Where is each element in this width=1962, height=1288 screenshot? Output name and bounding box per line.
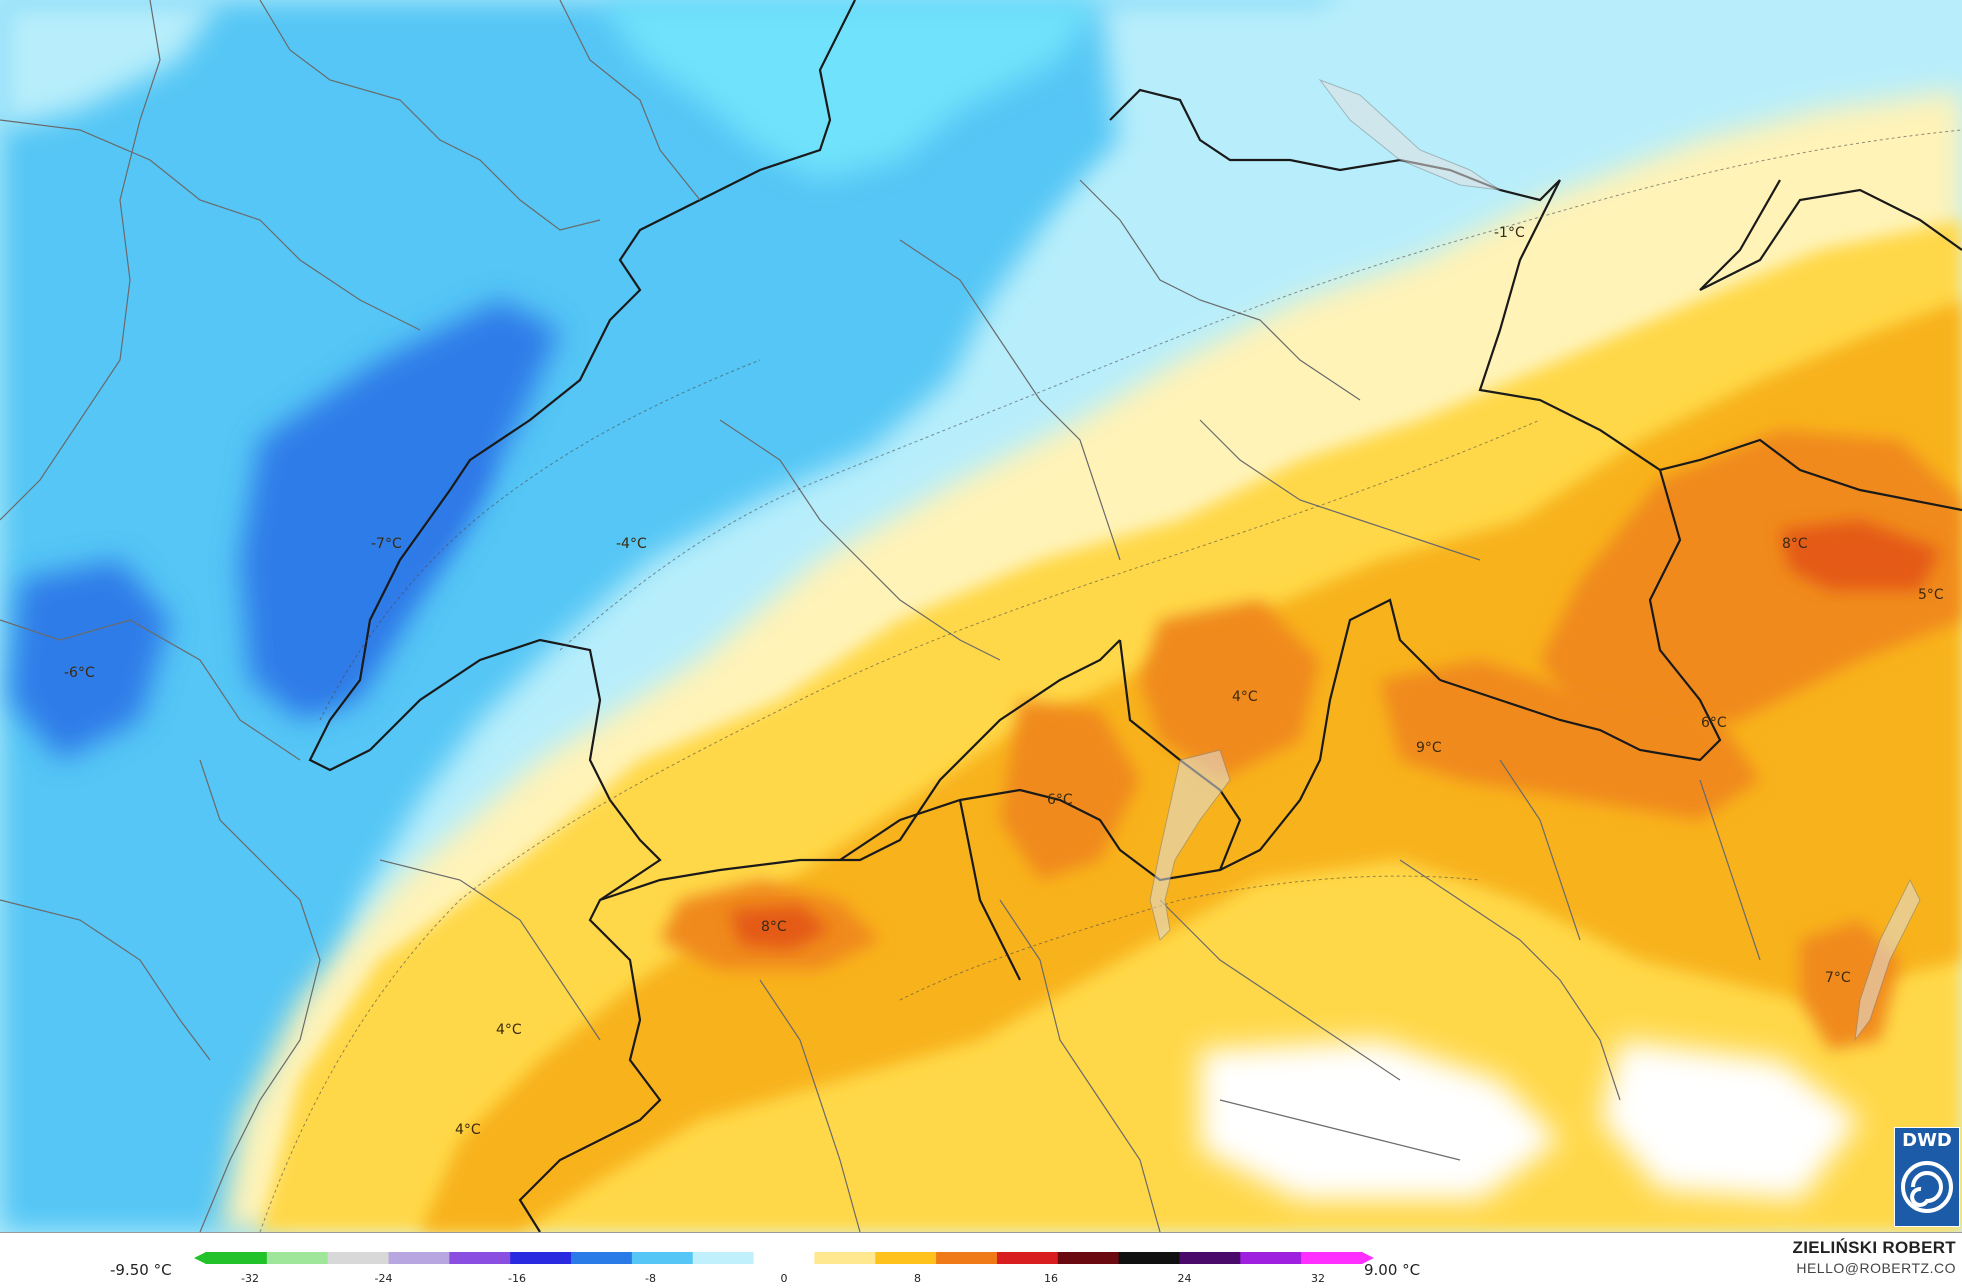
- temp-label: 4°C: [496, 1022, 522, 1038]
- color-scale-cell: [1179, 1252, 1241, 1264]
- map-canvas: -7°C -4°C -6°C -1°C 8°C 5°C 4°C 6°C 9°C …: [0, 0, 1962, 1232]
- pale-blue-west: [0, 0, 220, 130]
- temp-label: 6°C: [1047, 792, 1073, 808]
- swirl-icon: [1901, 1161, 1953, 1213]
- color-scale-cell: [1240, 1252, 1302, 1264]
- color-scale-tick: -8: [645, 1272, 656, 1285]
- color-scale-tick: 16: [1044, 1272, 1058, 1285]
- color-scale-cell: [1057, 1252, 1120, 1264]
- color-scale-cell: [266, 1252, 329, 1264]
- color-scale-tick: 32: [1311, 1272, 1325, 1285]
- temp-label: 8°C: [761, 919, 787, 935]
- color-scale-cell: [1118, 1252, 1180, 1264]
- color-scale: [194, 1252, 1374, 1264]
- color-scale-cell: [327, 1252, 390, 1264]
- warm-orange-east: [1540, 430, 1962, 740]
- color-scale-cell: [510, 1252, 572, 1264]
- color-scale-tick: 8: [914, 1272, 921, 1285]
- color-scale-cell: [1301, 1252, 1363, 1264]
- warm-orange-mid: [1000, 700, 1140, 880]
- temp-label: 5°C: [1918, 587, 1944, 603]
- temp-label: 9°C: [1416, 740, 1442, 756]
- temp-label: 6°C: [1701, 715, 1727, 731]
- color-scale-tick: -32: [241, 1272, 259, 1285]
- temp-label: -4°C: [616, 536, 647, 552]
- legend-min-label: -9.50 °C: [110, 1261, 172, 1279]
- credits: ZIELIŃSKI ROBERT HELLO@ROBERTZ.CO: [1793, 1238, 1956, 1276]
- warm-orange-center: [1380, 660, 1760, 820]
- cool-light-region: [600, 0, 1100, 180]
- cold-west-blob: [10, 560, 170, 760]
- cold-mid: [240, 300, 560, 720]
- color-scale-cell: [753, 1252, 815, 1264]
- cold-region: [0, 0, 1340, 1232]
- color-scale-right-tip: [1362, 1252, 1374, 1264]
- color-scale-tick: 0: [780, 1272, 788, 1285]
- color-scale-cell: [571, 1252, 633, 1264]
- color-scale-cell: [631, 1252, 694, 1264]
- temperature-labels: -7°C -4°C -6°C -1°C 8°C 5°C 4°C 6°C 9°C …: [64, 225, 1944, 1138]
- temp-label: 4°C: [1232, 689, 1258, 705]
- color-scale-cell: [936, 1252, 998, 1264]
- white-patch-south: [1200, 1040, 1560, 1200]
- temp-label: 7°C: [1825, 970, 1851, 986]
- color-scale-cell: [692, 1252, 755, 1264]
- color-scale-cell: [996, 1252, 1059, 1264]
- white-patch-south2: [1600, 1040, 1860, 1200]
- author-email: HELLO@ROBERTZ.CO: [1796, 1260, 1956, 1276]
- dwd-logo-text: DWD: [1902, 1130, 1952, 1151]
- color-scale-tick: -24: [374, 1272, 393, 1285]
- temp-label: -6°C: [64, 665, 95, 681]
- author-name: ZIELIŃSKI ROBERT: [1792, 1238, 1956, 1257]
- color-scale-cell: [449, 1252, 511, 1264]
- warm-orange-ne: [1140, 600, 1320, 780]
- regional-borders: [0, 0, 1761, 1232]
- temperature-map: -7°C -4°C -6°C -1°C 8°C 5°C 4°C 6°C 9°C …: [0, 0, 1962, 1232]
- temp-label: -1°C: [1494, 225, 1525, 241]
- color-scale-cell: [388, 1252, 450, 1264]
- temp-label: 8°C: [1782, 536, 1808, 552]
- warm-orange-se: [1800, 920, 1900, 1050]
- country-borders: [308, 0, 1962, 1232]
- warm-red-sw: [730, 905, 830, 950]
- temp-label: 4°C: [455, 1122, 481, 1138]
- color-scale-tick: 24: [1177, 1272, 1192, 1285]
- color-scale-tick: -16: [508, 1272, 526, 1285]
- legend-max-label: 9.00 °C: [1364, 1261, 1421, 1279]
- warm-red-east: [1780, 520, 1940, 590]
- lakes: [1149, 78, 1921, 1042]
- pale-blue-north: [1060, 0, 1962, 280]
- color-scale-left-tip: [194, 1252, 206, 1264]
- dwd-logo: DWD: [1894, 1127, 1960, 1227]
- temp-label: -7°C: [371, 536, 402, 552]
- color-scale-cell: [206, 1252, 268, 1264]
- color-scale-cell: [875, 1252, 937, 1264]
- color-scale-cell: [814, 1252, 876, 1264]
- isotherms: [259, 129, 1962, 1232]
